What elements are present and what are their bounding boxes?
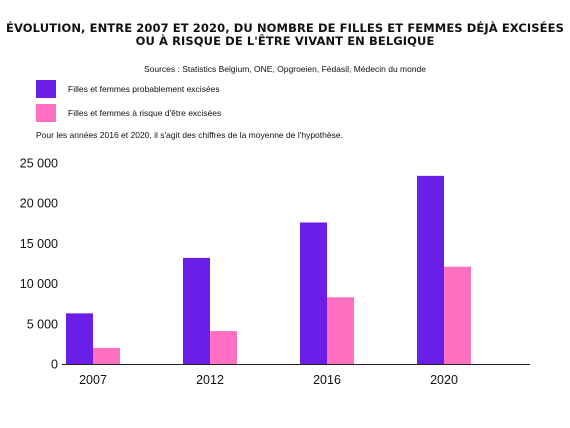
bar-probablement-excisees [300, 222, 327, 364]
x-tick-label: 2007 [79, 373, 107, 387]
y-tick-label: 5 000 [27, 317, 58, 331]
y-tick-label: 20 000 [20, 197, 58, 211]
legend-item-a-risque: Filles et femmes à risque d'être excisée… [36, 104, 221, 122]
legend-item-probablement-excisees: Filles et femmes probablement excisées [36, 80, 220, 98]
x-tick-label: 2012 [196, 373, 224, 387]
legend-swatch-probablement-excisees [36, 80, 56, 98]
bar-probablement-excisees [66, 313, 93, 364]
bar-probablement-excisees [183, 257, 210, 364]
legend-label-probablement-excisees: Filles et femmes probablement excisées [68, 84, 220, 94]
bar-probablement-excisees [417, 175, 444, 364]
y-tick-label: 25 000 [20, 157, 58, 171]
bar-a-risque [327, 297, 354, 364]
chart-title-line-2: OU À RISQUE DE L'ÊTRE VIVANT EN BELGIQUE [135, 34, 435, 48]
bar-a-risque [210, 331, 237, 364]
chart-title: ÉVOLUTION, ENTRE 2007 ET 2020, DU NOMBRE… [0, 22, 570, 48]
chart-sources: Sources : Statistics Belgium, ONE, Opgro… [143, 64, 427, 74]
chart-title-line-1: ÉVOLUTION, ENTRE 2007 ET 2020, DU NOMBRE… [6, 21, 564, 35]
chart-note: Pour les années 2016 et 2020, il s'agit … [36, 130, 343, 140]
bar-a-risque [93, 347, 120, 364]
legend-swatch-a-risque [36, 104, 56, 122]
y-tick-label: 0 [51, 358, 58, 372]
y-tick-label: 10 000 [20, 277, 58, 291]
bar-a-risque [444, 266, 471, 364]
x-tick-label: 2020 [430, 373, 458, 387]
y-tick-label: 15 000 [20, 237, 58, 251]
legend-label-a-risque: Filles et femmes à risque d'être excisée… [68, 108, 222, 118]
x-tick-label: 2016 [313, 373, 341, 387]
